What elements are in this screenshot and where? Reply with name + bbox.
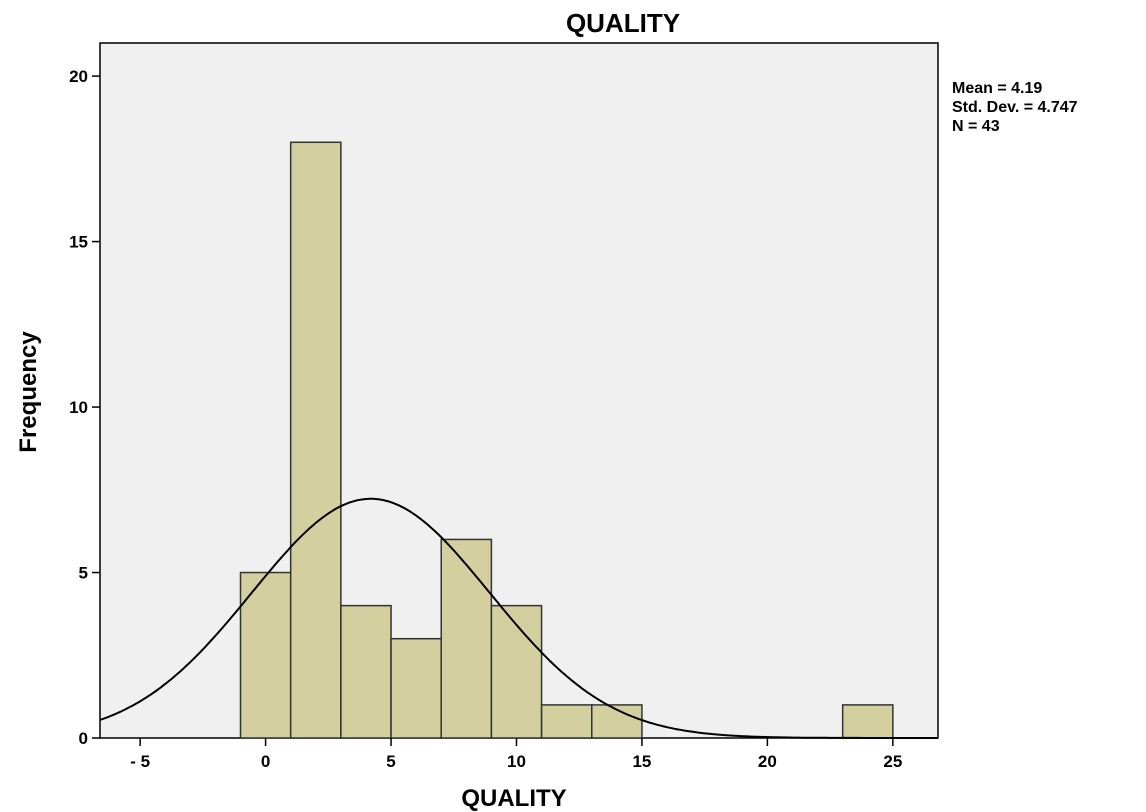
stats-box: Mean = 4.19 Std. Dev. = 4.747 N = 43 bbox=[952, 80, 1078, 135]
stat-std-dev: Std. Dev. = 4.747 bbox=[952, 99, 1078, 116]
histogram-bar bbox=[591, 704, 643, 739]
y-tick-label: 5 bbox=[79, 564, 88, 583]
x-axis-label: QUALITY bbox=[461, 785, 566, 812]
histogram-bar bbox=[239, 571, 292, 739]
histogram-bar bbox=[340, 604, 392, 739]
y-axis-label: Frequency bbox=[15, 331, 42, 453]
stat-mean: Mean = 4.19 bbox=[952, 80, 1042, 97]
x-tick-label: 20 bbox=[758, 752, 777, 771]
chart-title: QUALITY bbox=[566, 8, 680, 38]
y-tick-label: 10 bbox=[69, 398, 88, 417]
x-tick-label: 15 bbox=[632, 752, 651, 771]
stat-n: N = 43 bbox=[952, 118, 1000, 135]
y-tick-label: 0 bbox=[79, 729, 88, 748]
histogram-bars bbox=[239, 141, 894, 739]
y-tick-label: 15 bbox=[69, 233, 88, 252]
x-tick-label: 0 bbox=[261, 752, 270, 771]
histogram-bar bbox=[289, 141, 342, 739]
histogram-bar bbox=[841, 704, 894, 739]
y-tick-label: 20 bbox=[69, 67, 88, 86]
x-tick-label: 5 bbox=[386, 752, 395, 771]
x-axis: - 5 0 5 10 15 20 25 bbox=[130, 738, 902, 771]
histogram-bar bbox=[540, 704, 593, 739]
histogram-bar bbox=[390, 637, 442, 739]
histogram-bar bbox=[440, 538, 493, 739]
x-tick-label: 25 bbox=[883, 752, 902, 771]
x-tick-label: 10 bbox=[507, 752, 526, 771]
y-axis: 0 5 10 15 20 bbox=[69, 67, 100, 748]
normal-curve bbox=[99, 497, 938, 739]
x-tick-label: - 5 bbox=[130, 752, 150, 771]
